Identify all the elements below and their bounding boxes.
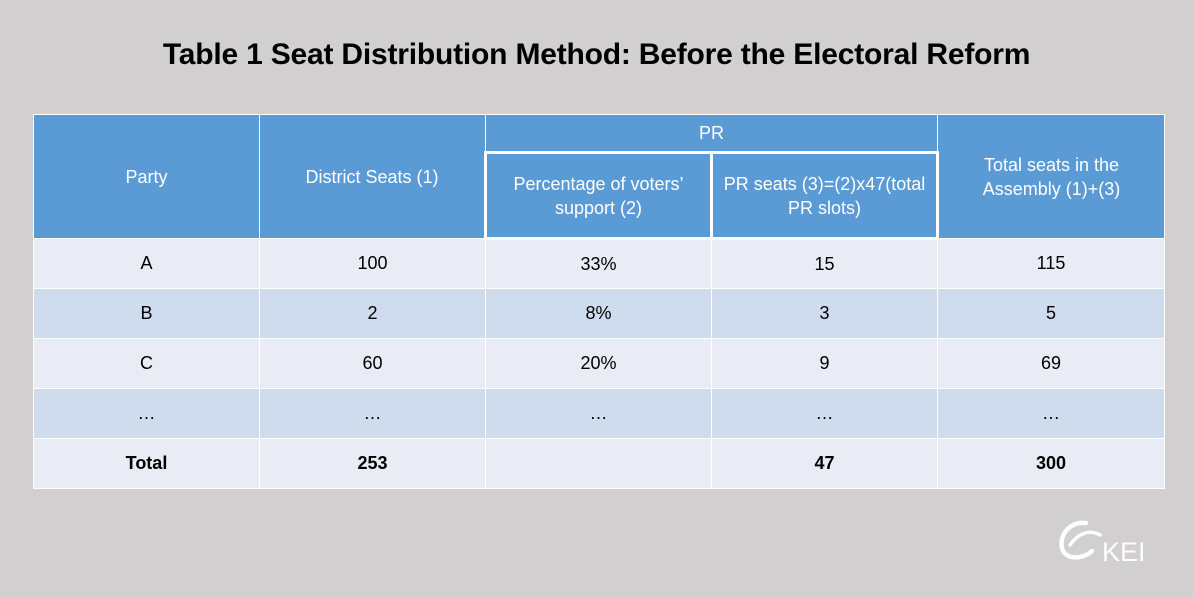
header-pr-group: PR <box>484 114 939 153</box>
header-pr-seats: PR seats (3)=(2)x47(total PR slots) <box>709 151 940 240</box>
cell-percentage: 33% <box>485 238 712 289</box>
table-row: … … … … … <box>33 388 1166 439</box>
cell-pr-seats: … <box>710 388 939 439</box>
cell-district-seats: 253 <box>259 438 486 489</box>
table-row: C 60 20% 9 69 <box>33 338 1166 389</box>
cell-district-seats: 60 <box>259 338 486 389</box>
cell-percentage: … <box>485 388 712 439</box>
cell-total-seats: 5 <box>937 288 1166 339</box>
cell-party: Total <box>33 438 260 489</box>
cell-party: C <box>33 338 260 389</box>
cell-pr-seats: 3 <box>710 288 939 339</box>
cell-party: A <box>33 238 260 289</box>
table-row-total: Total 253 47 300 <box>33 438 1166 489</box>
cell-party: B <box>33 288 260 339</box>
header-percentage-support: Percentage of voters’ support (2) <box>484 151 713 240</box>
cell-percentage: 20% <box>485 338 712 389</box>
header-total-seats: Total seats in the Assembly (1)+(3) <box>937 114 1166 239</box>
cell-total-seats: 69 <box>937 338 1166 389</box>
cell-district-seats: 100 <box>259 238 486 289</box>
seat-distribution-table: Party District Seats (1) PR Total seats … <box>33 114 1166 489</box>
table-row: A 100 33% 15 115 <box>33 238 1166 289</box>
table-row: B 2 8% 3 5 <box>33 288 1166 339</box>
page-title: Table 1 Seat Distribution Method: Before… <box>162 38 1031 71</box>
cell-district-seats: … <box>259 388 486 439</box>
cell-party: … <box>33 388 260 439</box>
cell-percentage: 8% <box>485 288 712 339</box>
cell-pr-seats: 47 <box>710 438 939 489</box>
logo-text: KEI <box>1102 537 1146 567</box>
header-party: Party <box>33 114 260 239</box>
kei-logo: KEI <box>1056 515 1156 567</box>
cell-pr-seats: 15 <box>710 238 939 289</box>
header-district-seats: District Seats (1) <box>259 114 486 239</box>
cell-percentage <box>485 438 712 489</box>
cell-total-seats: 300 <box>937 438 1166 489</box>
cell-total-seats: 115 <box>937 238 1166 289</box>
cell-pr-seats: 9 <box>710 338 939 389</box>
cell-total-seats: … <box>937 388 1166 439</box>
cell-district-seats: 2 <box>259 288 486 339</box>
kei-logo-icon <box>1059 520 1102 560</box>
